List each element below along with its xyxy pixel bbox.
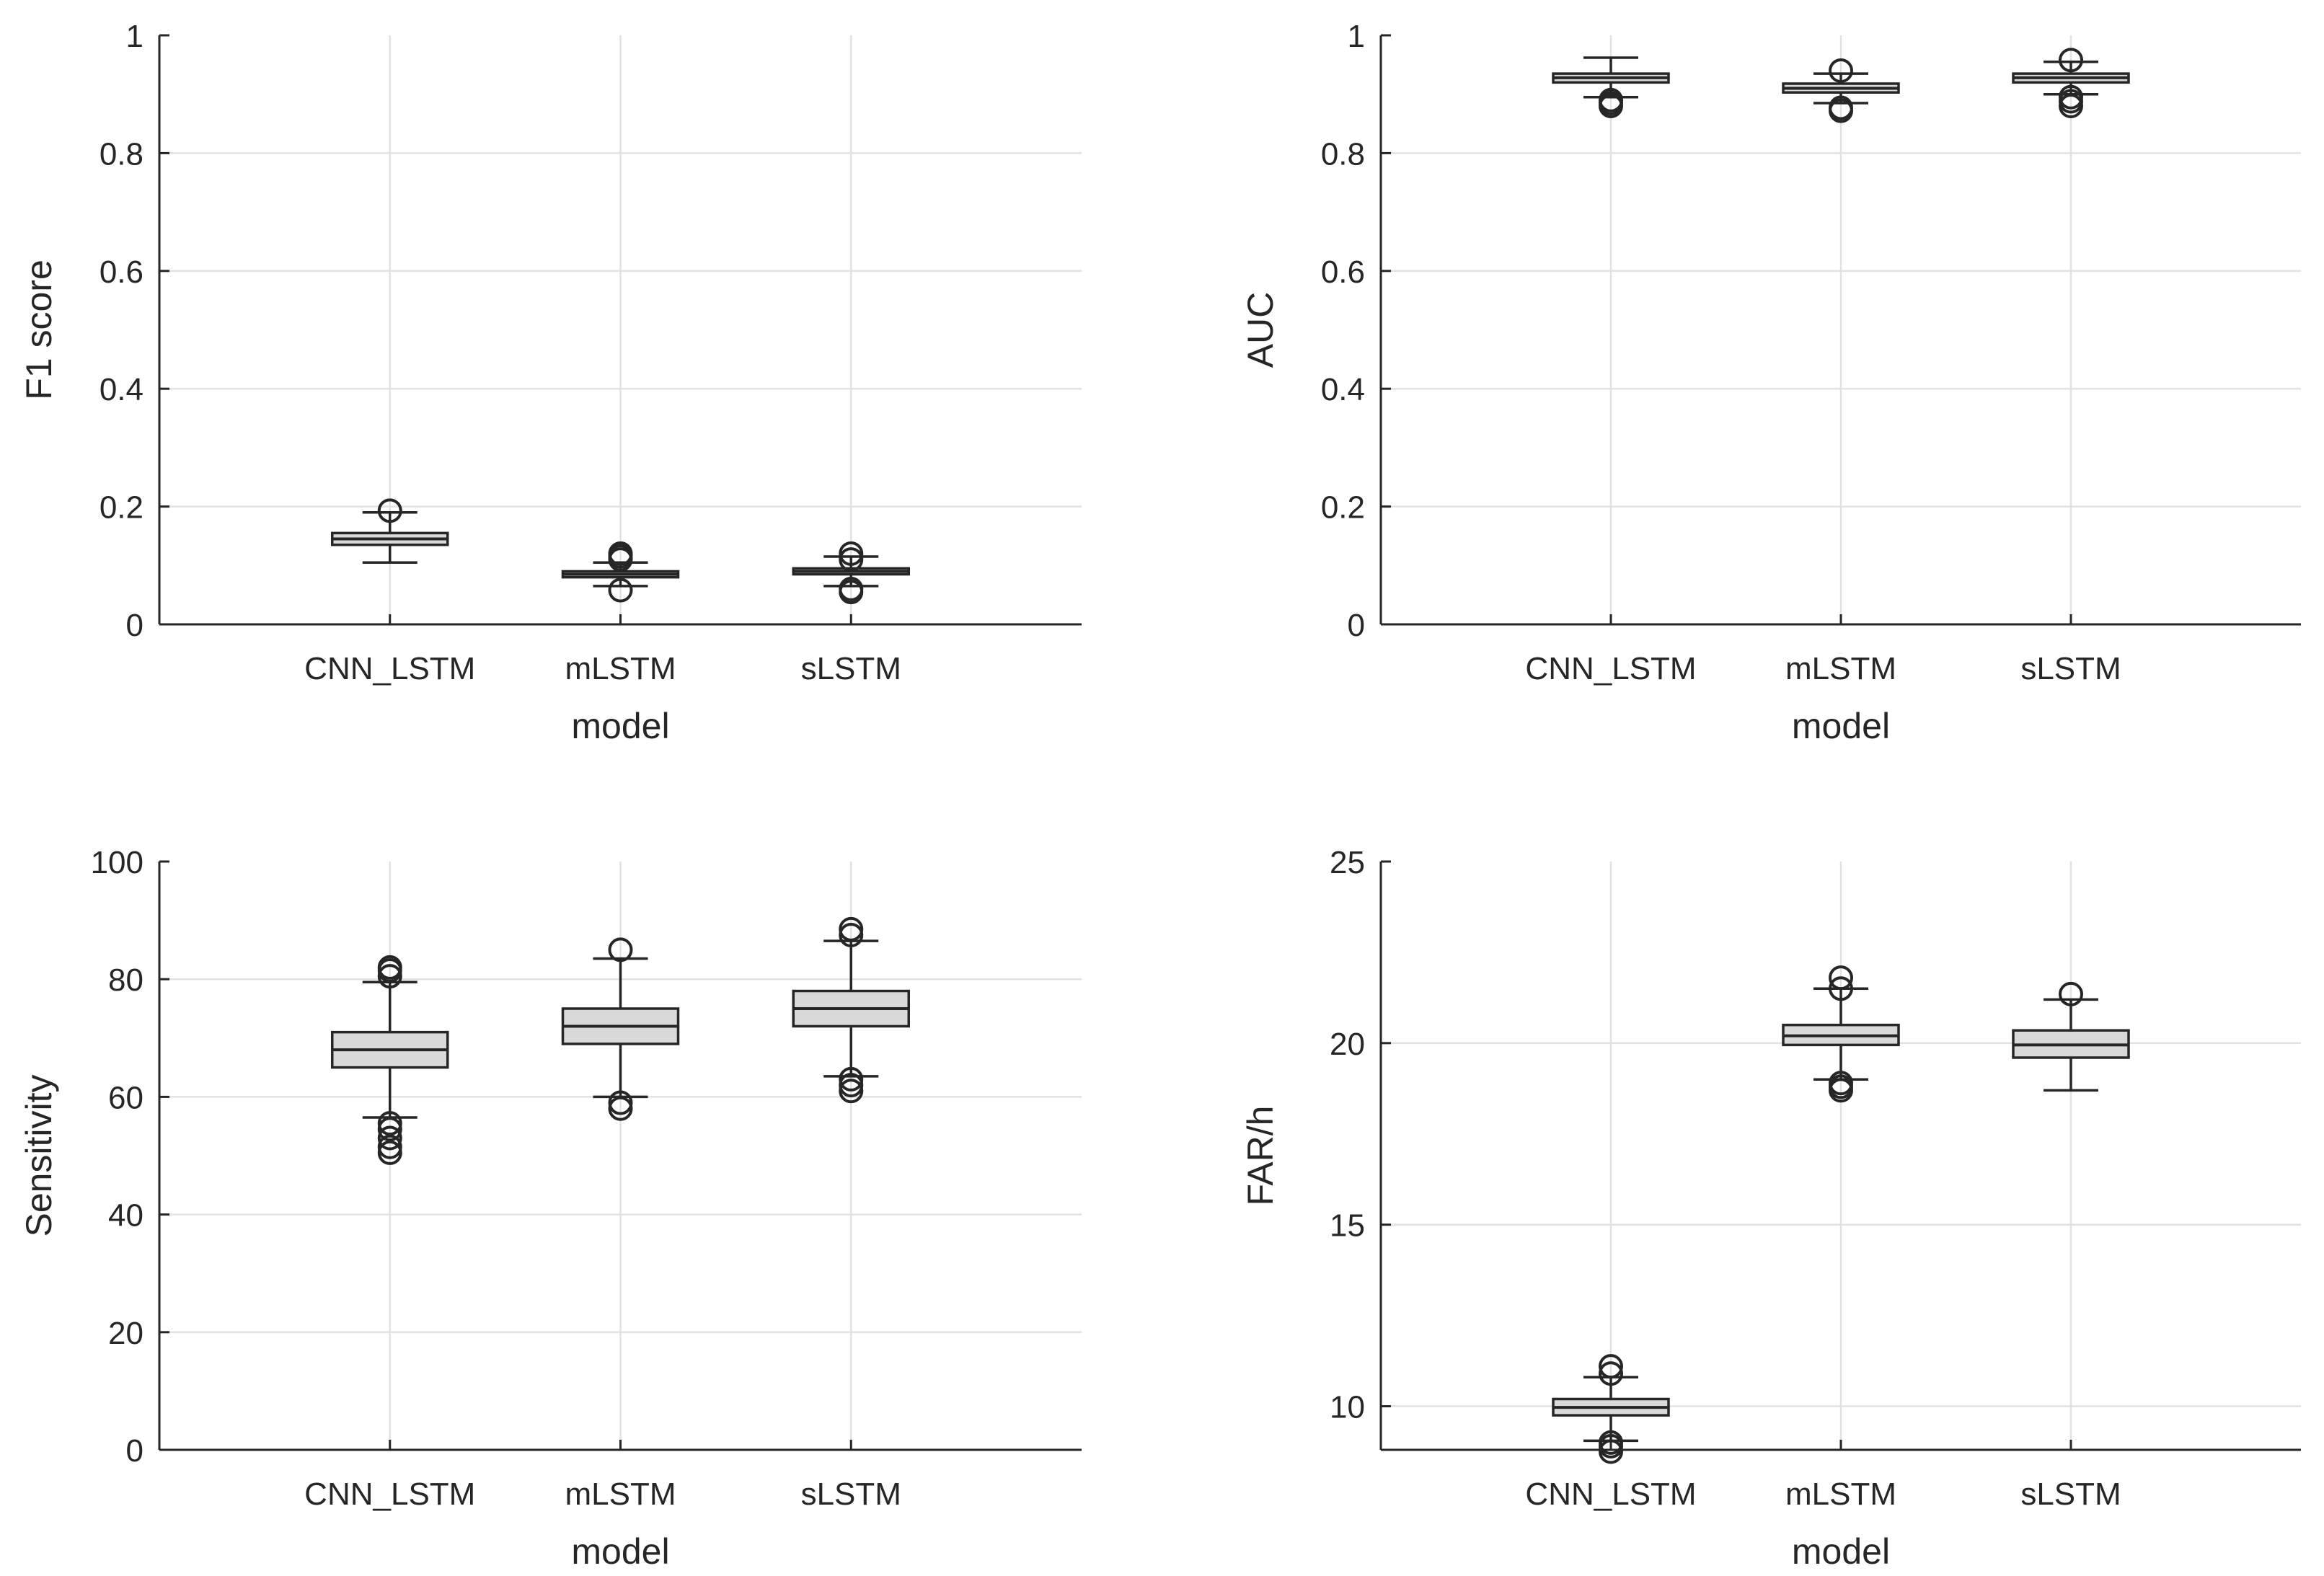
outlier-marker xyxy=(839,541,864,566)
outlier-marker xyxy=(1829,965,1853,991)
box-group-slstm xyxy=(2012,48,2130,119)
y-tick-label: 0.2 xyxy=(1321,490,1365,526)
outlier-marker xyxy=(377,1117,402,1142)
y-tick-label: 0.6 xyxy=(1321,254,1365,290)
y-axis-title: Sensitivity xyxy=(19,1074,59,1236)
outlier-marker xyxy=(377,1111,402,1136)
chart-panel-2: 0 0.2 0.4 0.6 0.8 1 CNN_LSTM mLSTM sLSTM model AUC xyxy=(1240,19,2301,746)
y-tick-label: 10 xyxy=(1330,1390,1365,1425)
y-tick-label: 0.4 xyxy=(1321,372,1365,407)
outlier-marker xyxy=(839,576,864,601)
outlier-marker xyxy=(1599,1361,1623,1386)
x-axis-title: model xyxy=(571,1531,669,1572)
chart-panel-4: 10 15 20 25 CNN_LSTM mLSTM sLSTM model FAR/h xyxy=(1240,845,2301,1572)
outlier-marker xyxy=(839,1066,864,1092)
y-tick-label: 0.4 xyxy=(100,372,143,407)
y-tick-label: 0.8 xyxy=(100,136,143,172)
y-tick-label: 0.6 xyxy=(100,254,143,290)
x-axis-title: model xyxy=(1792,1531,1890,1572)
x-tick-label-cnn-lstm: CNN_LSTM xyxy=(304,1477,475,1512)
x-tick-label-mlstm: mLSTM xyxy=(565,1477,676,1512)
y-tick-label: 0.2 xyxy=(100,490,143,526)
outlier-marker xyxy=(377,955,402,980)
box-group-cnn-lstm xyxy=(331,955,449,1165)
x-tick-label-mlstm: mLSTM xyxy=(565,651,676,686)
y-tick-label: 20 xyxy=(1330,1027,1365,1062)
y-tick-label: 1 xyxy=(126,19,143,54)
outlier-marker xyxy=(608,541,633,566)
y-tick-label: 1 xyxy=(1348,19,1365,54)
outlier-marker xyxy=(1829,1071,1853,1096)
x-tick-label-cnn-lstm: CNN_LSTM xyxy=(304,651,475,686)
x-axis-title: model xyxy=(571,706,669,746)
outlier-marker xyxy=(1599,1430,1623,1455)
outlier-marker xyxy=(839,916,864,942)
y-tick-label: 15 xyxy=(1330,1208,1365,1244)
box-group-cnn-lstm xyxy=(1552,1354,1670,1464)
y-axis-title: AUC xyxy=(1240,292,1281,368)
outlier-marker xyxy=(377,1125,402,1151)
outlier-marker xyxy=(1829,976,1853,1001)
outlier-marker xyxy=(377,964,402,989)
outlier-marker xyxy=(1599,87,1623,112)
y-tick-label: 60 xyxy=(108,1080,143,1115)
box-group-cnn-lstm xyxy=(1552,56,1670,119)
box-group-mlstm xyxy=(1782,58,1900,123)
x-tick-label-slstm: sLSTM xyxy=(801,1477,901,1512)
x-tick-label-mlstm: mLSTM xyxy=(1785,1477,1896,1512)
box-group-slstm xyxy=(792,541,910,605)
box-group-mlstm xyxy=(561,937,680,1121)
outlier-marker xyxy=(2059,48,2083,73)
y-axis-title: F1 score xyxy=(19,260,59,400)
outlier-marker xyxy=(839,547,864,572)
outlier-marker xyxy=(377,1134,402,1159)
outlier-marker xyxy=(608,1096,633,1121)
x-tick-label-slstm: sLSTM xyxy=(801,651,901,686)
y-tick-label: 100 xyxy=(91,845,143,880)
outlier-marker xyxy=(2059,84,2083,110)
x-tick-label-cnn-lstm: CNN_LSTM xyxy=(1525,651,1696,686)
y-tick-label: 0 xyxy=(126,1433,143,1469)
outlier-marker xyxy=(2059,981,2083,1006)
outlier-marker xyxy=(608,577,633,603)
box-group-mlstm xyxy=(1782,965,1900,1103)
chart-panel-1: 0 0.2 0.4 0.6 0.8 1 CNN_LSTM mLSTM sLSTM model F1 … xyxy=(19,19,1082,746)
y-axis-title: FAR/h xyxy=(1240,1106,1281,1206)
box-group-mlstm xyxy=(561,541,680,603)
x-tick-label-cnn-lstm: CNN_LSTM xyxy=(1525,1477,1696,1512)
y-tick-label: 80 xyxy=(108,962,143,998)
y-tick-label: 25 xyxy=(1330,845,1365,880)
outlier-marker xyxy=(1829,58,1853,84)
outlier-marker xyxy=(608,1090,633,1115)
outlier-marker xyxy=(839,1073,864,1098)
y-tick-label: 40 xyxy=(108,1198,143,1234)
x-tick-label-slstm: sLSTM xyxy=(2020,1477,2121,1512)
x-tick-label-slstm: sLSTM xyxy=(2020,651,2121,686)
outlier-marker xyxy=(1599,1354,1623,1379)
y-tick-label: 0 xyxy=(1348,608,1365,643)
outlier-marker xyxy=(377,498,402,523)
chart-panel-3: 0 20 40 60 80 100 CNN_LSTM mLSTM sLSTM model Sensi… xyxy=(19,845,1082,1572)
y-tick-label: 0 xyxy=(126,608,143,643)
outlier-marker xyxy=(377,1140,402,1165)
box-group-cnn-lstm xyxy=(331,498,449,564)
box-group-slstm xyxy=(792,916,910,1104)
outlier-marker xyxy=(839,1079,864,1104)
y-tick-label: 20 xyxy=(108,1316,143,1351)
outlier-marker xyxy=(1829,95,1853,120)
x-axis-title: model xyxy=(1792,706,1890,746)
outlier-marker xyxy=(839,923,864,947)
x-tick-label-mlstm: mLSTM xyxy=(1785,651,1896,686)
box-group-slstm xyxy=(2012,981,2130,1092)
y-tick-label: 0.8 xyxy=(1321,136,1365,172)
outlier-marker xyxy=(608,937,633,962)
